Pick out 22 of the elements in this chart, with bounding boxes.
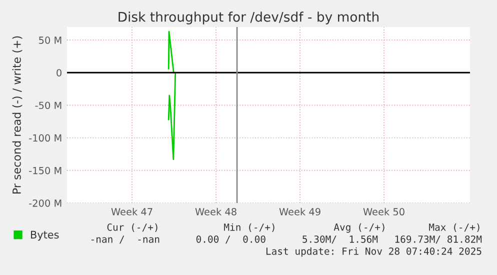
y-tick-label: 0 (56, 69, 62, 76)
chart-title: Disk throughput for /dev/sdf - by month (118, 12, 379, 24)
text: Min (-/+) (224, 223, 274, 232)
text: -nan / -nan (91, 236, 160, 244)
legend-label: Bytes (31, 230, 59, 241)
y-axis-title: Pr second read (-) / write (+) (12, 36, 22, 194)
x-tick-label: Week 48 (195, 208, 236, 216)
y-tick-label: -150 M (29, 166, 62, 174)
text: Avg (-/+) (334, 223, 384, 233)
y-tick-label: -200 M (29, 199, 62, 207)
text: Max (-/+) (429, 223, 480, 232)
text: 0.00 / 0.00 (196, 235, 266, 244)
x-tick-label: Week 50 (363, 208, 404, 216)
y-tick-label: -50 M (35, 102, 62, 110)
x-tick-label: Week 49 (279, 208, 320, 216)
y-tick-label: 50 M (39, 36, 62, 44)
y-tick-label: -100 M (29, 134, 62, 142)
x-tick-label: Week 47 (111, 208, 152, 216)
text: 169.73M/ 81.82M (395, 235, 482, 244)
text: Last update: Fri Nov 28 07:40:24 2025 (266, 247, 482, 257)
text: 5.30M/ 1.56M (302, 235, 378, 244)
text: Cur (-/+) (107, 223, 158, 232)
